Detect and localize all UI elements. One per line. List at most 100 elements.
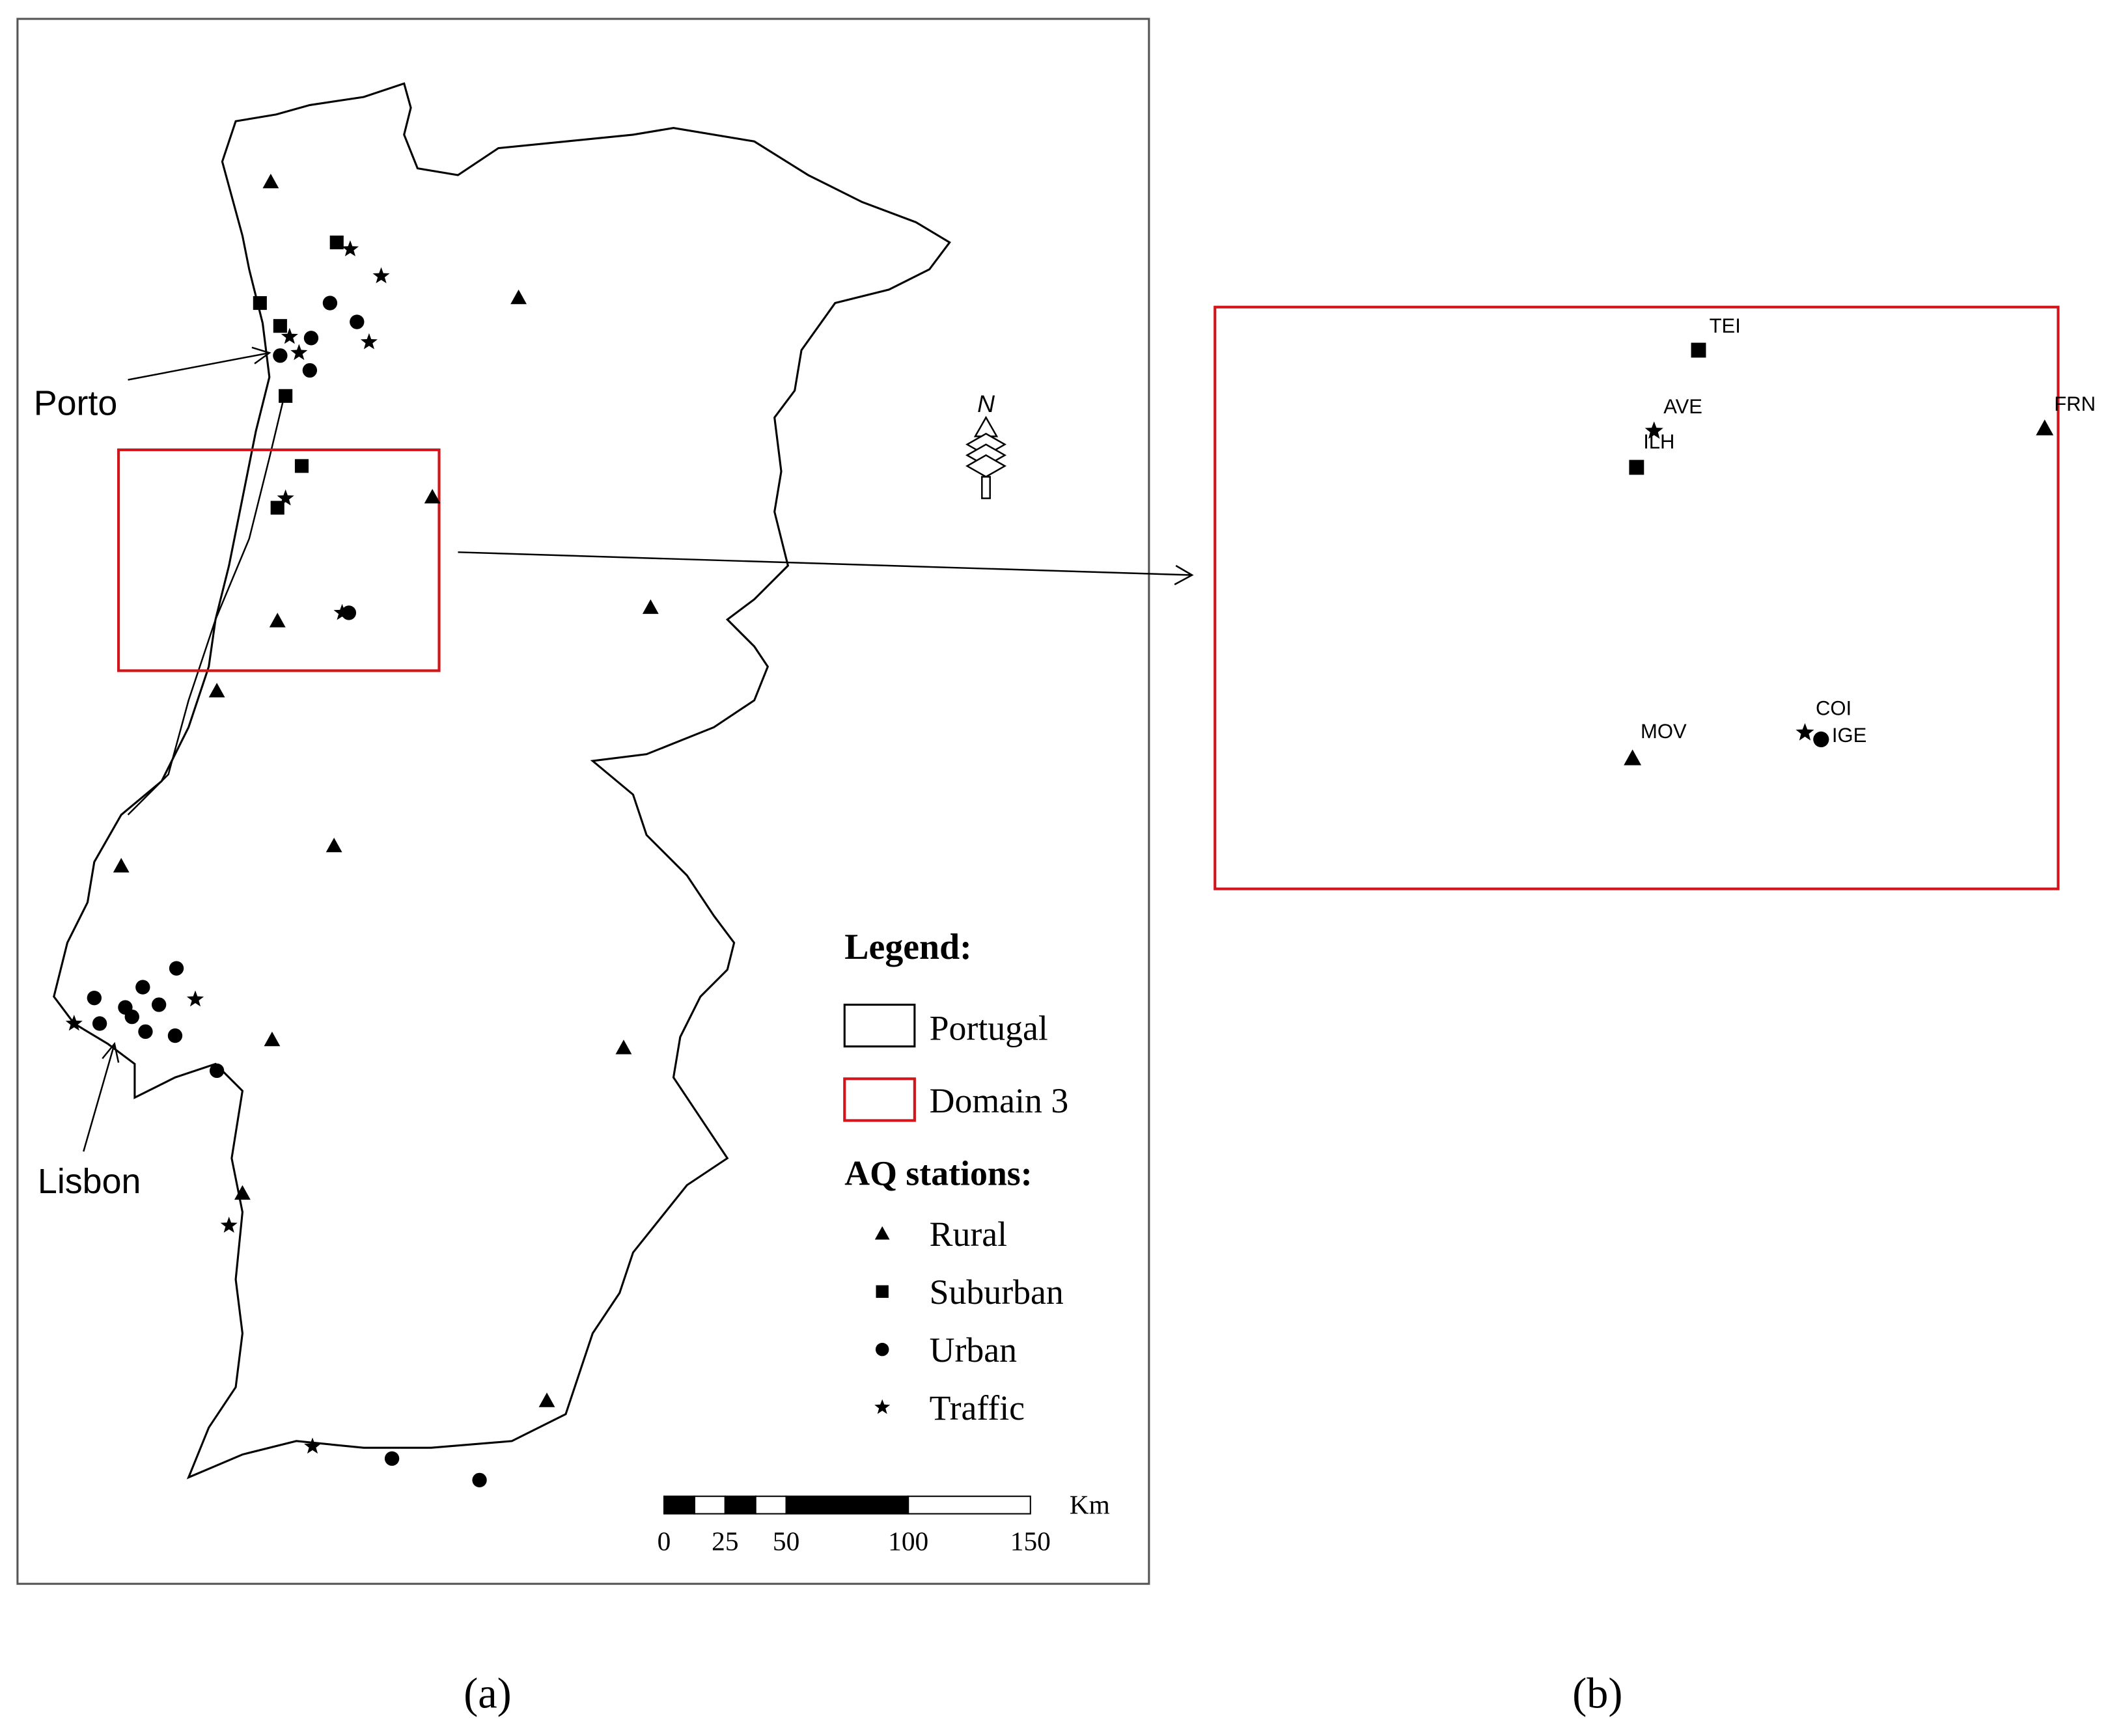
north-label: N xyxy=(977,390,995,417)
rural-marker xyxy=(615,1040,632,1054)
urban-marker xyxy=(151,997,167,1012)
urban-marker xyxy=(322,296,338,310)
zoom-arrow-head xyxy=(1174,564,1194,586)
legend-station-type: Suburban xyxy=(930,1273,1064,1312)
rural-marker xyxy=(642,599,659,614)
traffic-marker xyxy=(874,1399,891,1414)
urban-marker xyxy=(472,1472,487,1488)
suburban-marker xyxy=(273,319,287,333)
rural-marker xyxy=(424,489,441,504)
urban-marker xyxy=(169,961,184,976)
rural-marker xyxy=(113,857,130,873)
scale-bar-segment xyxy=(693,1495,726,1515)
legend-domain: Domain 3 xyxy=(930,1081,1069,1120)
scale-bar-segment xyxy=(908,1495,1031,1515)
legend-domain-swatch xyxy=(843,1077,916,1122)
traffic-marker xyxy=(1796,723,1814,741)
traffic-marker xyxy=(333,603,351,620)
urban-marker xyxy=(1813,731,1829,748)
suburban-marker xyxy=(1691,342,1706,358)
station-label: AVE xyxy=(1663,395,1702,418)
caption-a: (a) xyxy=(464,1670,511,1718)
station-label: TEI xyxy=(1710,314,1741,337)
rural-marker xyxy=(1624,749,1642,765)
urban-marker xyxy=(87,990,102,1006)
scale-bar-segment xyxy=(724,1495,756,1515)
urban-marker xyxy=(875,1342,889,1357)
legend-station-type: Rural xyxy=(930,1215,1008,1254)
urban-marker xyxy=(124,1009,139,1025)
legend-stations-title: AQ stations: xyxy=(844,1154,1032,1193)
station-label: ILH xyxy=(1643,430,1674,453)
rural-marker xyxy=(234,1185,251,1200)
traffic-marker xyxy=(360,333,378,350)
traffic-marker xyxy=(1644,421,1663,439)
traffic-marker xyxy=(303,1437,322,1454)
urban-marker xyxy=(302,363,318,378)
urban-marker xyxy=(138,1024,153,1040)
scale-tick-label: 50 xyxy=(773,1526,799,1556)
traffic-marker xyxy=(186,990,204,1007)
station-label: FRN xyxy=(2054,393,2096,415)
rural-marker xyxy=(874,1226,890,1240)
domain-zoom-box xyxy=(1213,305,2060,890)
rural-marker xyxy=(510,289,527,305)
traffic-marker xyxy=(290,344,308,361)
north-arrow xyxy=(965,415,1006,499)
legend-station-type: Urban xyxy=(930,1330,1018,1370)
urban-marker xyxy=(303,331,319,346)
suburban-marker xyxy=(279,389,293,403)
scale-bar-segment xyxy=(785,1495,909,1515)
urban-marker xyxy=(350,314,365,329)
suburban-marker xyxy=(294,459,309,473)
rural-marker xyxy=(269,613,286,627)
traffic-marker xyxy=(281,327,298,344)
traffic-marker xyxy=(341,240,359,256)
scale-tick-label: 100 xyxy=(888,1526,928,1556)
urban-marker xyxy=(167,1028,183,1043)
legend-portugal: Portugal xyxy=(930,1008,1048,1047)
station-label: MOV xyxy=(1641,720,1687,743)
caption-b: (b) xyxy=(1572,1670,1622,1718)
urban-marker xyxy=(135,980,150,995)
urban-marker xyxy=(92,1016,107,1031)
traffic-marker xyxy=(372,267,390,284)
domain-box xyxy=(117,448,441,672)
porto-arrow-head xyxy=(251,346,271,365)
station-label: COI xyxy=(1816,697,1851,720)
suburban-marker xyxy=(329,235,344,249)
scale-tick-label: 150 xyxy=(1010,1526,1051,1556)
station-label: IGE xyxy=(1832,724,1866,747)
legend-portugal-swatch xyxy=(843,1003,916,1048)
suburban-marker xyxy=(253,296,267,310)
lisbon-label: Lisbon xyxy=(38,1162,141,1201)
urban-marker xyxy=(209,1063,225,1079)
urban-marker xyxy=(384,1451,400,1466)
suburban-marker xyxy=(876,1285,889,1298)
traffic-marker xyxy=(65,1014,83,1031)
suburban-marker xyxy=(1629,460,1644,475)
scale-bar-segment xyxy=(663,1495,695,1515)
rural-marker xyxy=(326,837,342,853)
traffic-marker xyxy=(220,1217,238,1233)
rural-marker xyxy=(208,683,225,698)
scale-tick-label: 25 xyxy=(712,1526,738,1556)
traffic-marker xyxy=(277,489,294,506)
rural-marker xyxy=(2036,419,2054,435)
porto-label: Porto xyxy=(34,383,118,422)
zoom-arrow xyxy=(458,551,1193,576)
legend-station-type: Traffic xyxy=(930,1388,1025,1427)
scale-bar-segment xyxy=(755,1495,787,1515)
rural-marker xyxy=(538,1392,555,1407)
porto-arrow xyxy=(128,351,270,381)
scale-unit: Km xyxy=(1070,1490,1110,1520)
coast-line xyxy=(127,390,286,816)
urban-marker xyxy=(273,348,288,363)
lisbon-arrow-head xyxy=(102,1041,120,1063)
portugal-outline xyxy=(53,82,951,1480)
rural-marker xyxy=(264,1031,281,1047)
rural-marker xyxy=(262,173,279,189)
scale-tick-label: 0 xyxy=(658,1526,671,1556)
